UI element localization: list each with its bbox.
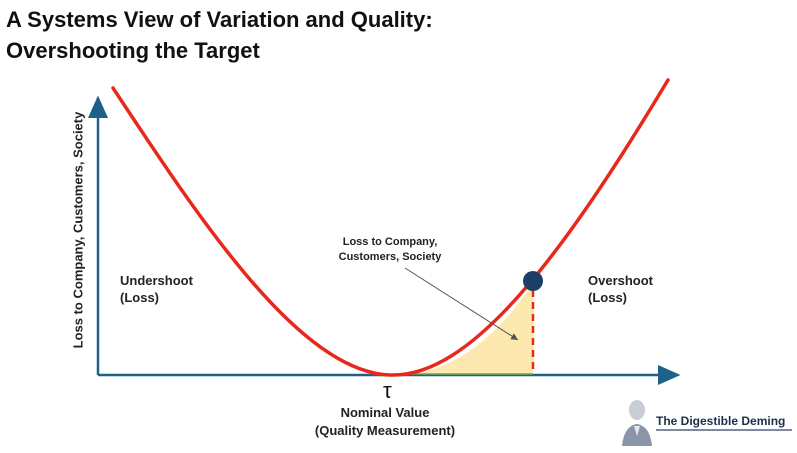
callout-line-2: Customers, Society (338, 251, 442, 263)
undershoot-text: Undershoot (120, 273, 193, 288)
portrait-icon (622, 400, 652, 446)
overshoot-label: Overshoot (Loss) (588, 272, 653, 306)
x-label-line-1: Nominal Value (340, 405, 430, 420)
brand-tagline-bar (656, 429, 792, 431)
brand-logo: The Digestible Deming (620, 396, 795, 446)
tau-symbol: τ (383, 378, 392, 403)
callout-line-1: Loss to Company, (342, 236, 438, 248)
overshoot-text: Overshoot (588, 273, 654, 288)
loss-curve (111, 78, 670, 377)
page-title: A Systems View of Variation and Quality:… (6, 4, 433, 66)
undershoot-loss-text: (Loss) (120, 290, 159, 305)
undershoot-label: Undershoot (Loss) (120, 272, 193, 306)
x-axis-label: Nominal Value (Quality Measurement) (310, 404, 460, 440)
title-line-1: A Systems View of Variation and Quality: (6, 7, 433, 32)
x-label-line-2: (Quality Measurement) (314, 423, 456, 438)
brand-name: The Digestible Deming (656, 414, 786, 428)
loss-area (390, 283, 533, 376)
callout-arrow (404, 267, 519, 341)
y-axis-label: Loss to Company, Customers, Society (70, 111, 86, 349)
loss-callout: Loss to Company, Customers, Society (310, 235, 470, 265)
overshoot-marker (523, 271, 543, 291)
title-line-2: Overshooting the Target (6, 38, 260, 63)
overshoot-loss-text: (Loss) (588, 290, 627, 305)
